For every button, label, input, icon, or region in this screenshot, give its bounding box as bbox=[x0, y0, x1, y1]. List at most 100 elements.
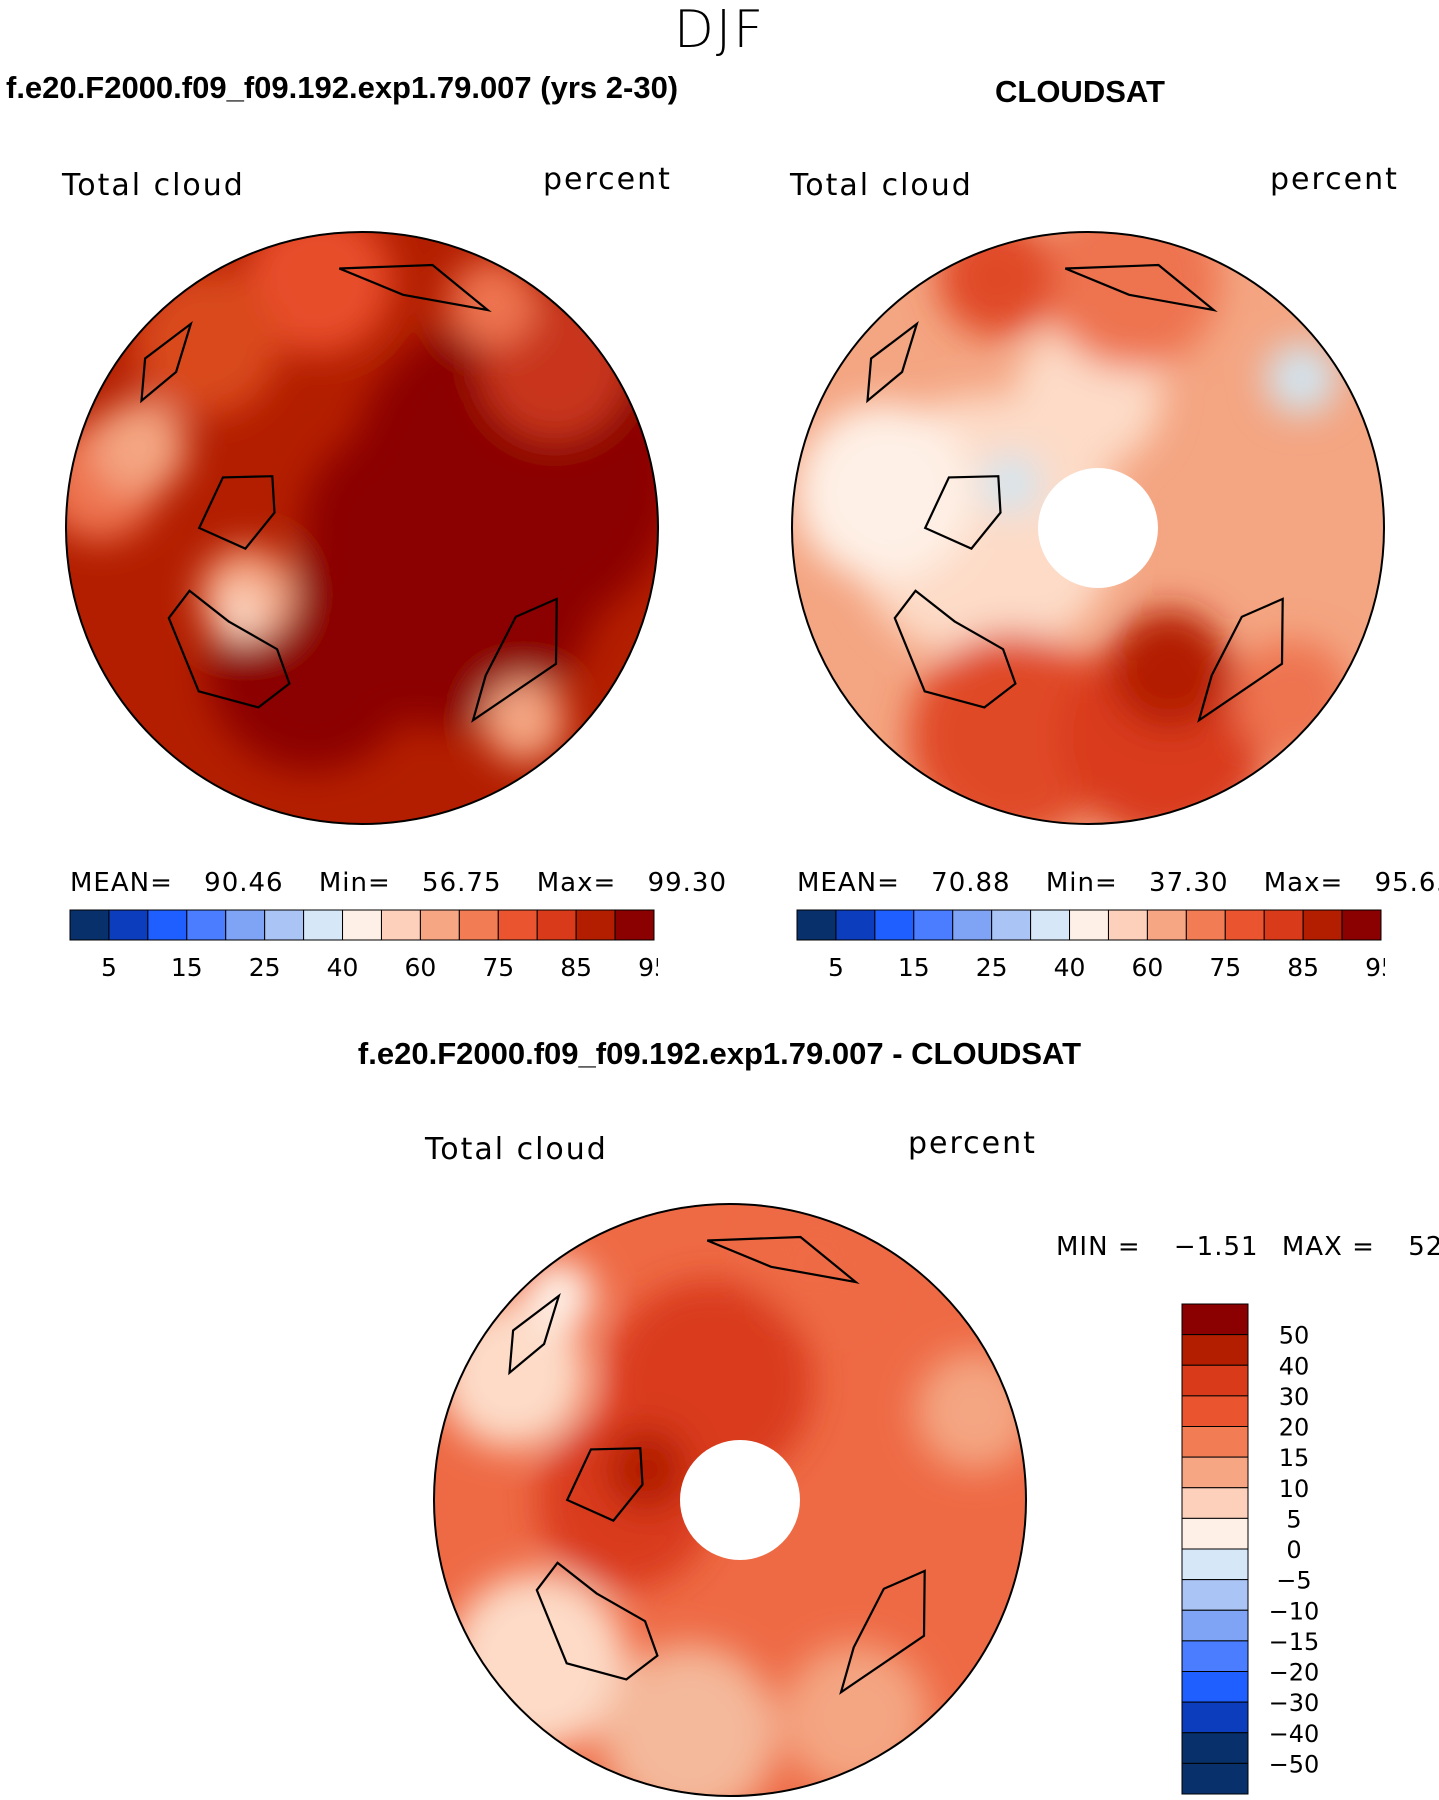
colorbar-tick-label: 5 bbox=[828, 953, 844, 982]
colorbar-tick-label: 40 bbox=[327, 953, 359, 982]
colorbar-box bbox=[991, 909, 1032, 941]
coastline bbox=[535, 1561, 659, 1681]
map-field-region bbox=[1232, 640, 1352, 759]
panel2-max-value: 95.65 bbox=[1374, 868, 1439, 898]
colorbar-tick-label: 50 bbox=[1279, 1322, 1310, 1350]
colorbar-tick-label: 15 bbox=[898, 953, 930, 982]
coastline bbox=[923, 475, 1002, 550]
map-field-region bbox=[92, 399, 187, 495]
panel2-units: percent bbox=[1270, 162, 1399, 197]
colorbar-tick-label: 15 bbox=[1279, 1444, 1310, 1472]
colorbar-box bbox=[458, 909, 499, 941]
colorbar-box bbox=[1030, 909, 1071, 941]
coastline bbox=[706, 1235, 860, 1284]
panel1-max-label: Max= bbox=[536, 868, 617, 898]
colorbar-box bbox=[835, 909, 876, 941]
colorbar-box bbox=[1107, 909, 1148, 941]
panel1-stats: MEAN= 90.46 Min= 56.75 Max= 99.30 bbox=[70, 868, 727, 898]
colorbar-box bbox=[1181, 1456, 1249, 1489]
coastline bbox=[1197, 597, 1284, 723]
colorbar-box bbox=[575, 909, 616, 941]
colorbar-box bbox=[1181, 1701, 1249, 1734]
colorbar-tick-label: 15 bbox=[171, 953, 203, 982]
colorbar-box bbox=[225, 909, 266, 941]
panel2-mean-value: 70.88 bbox=[931, 868, 1011, 898]
panel2-max-label: Max= bbox=[1263, 868, 1344, 898]
map-border bbox=[433, 1203, 1027, 1797]
map-border bbox=[791, 231, 1385, 825]
panel1-min-value: 56.75 bbox=[422, 868, 502, 898]
coastline bbox=[508, 1292, 561, 1376]
colorbar-tick-label: 60 bbox=[404, 953, 436, 982]
colorbar-box bbox=[1181, 1671, 1249, 1703]
panel1-polar-map bbox=[65, 231, 659, 825]
colorbar-box bbox=[874, 909, 915, 941]
coastline bbox=[471, 597, 558, 723]
panel1-max-value: 99.30 bbox=[647, 868, 727, 898]
colorbar-tick-label: −15 bbox=[1269, 1628, 1320, 1656]
colorbar-box bbox=[1185, 909, 1226, 941]
diff-max-label: MAX = bbox=[1281, 1232, 1375, 1262]
colorbar-box bbox=[1224, 909, 1265, 941]
colorbar-box bbox=[69, 909, 110, 941]
coastline bbox=[1064, 263, 1218, 312]
diff-min-value: −1.51 bbox=[1173, 1232, 1259, 1262]
colorbar-tick-label: −5 bbox=[1276, 1567, 1311, 1595]
diff-min-label: MIN = bbox=[1056, 1232, 1141, 1262]
colorbar-box bbox=[1341, 909, 1382, 941]
diff-stats: MIN = −1.51 MAX = 52.61 bbox=[1056, 1232, 1439, 1262]
colorbar-box bbox=[536, 909, 577, 941]
map-field-region bbox=[781, 1643, 930, 1792]
colorbar-tick-label: −10 bbox=[1269, 1597, 1320, 1625]
colorbar-box bbox=[1181, 1303, 1249, 1336]
panel1-mean-label: MEAN= bbox=[70, 868, 173, 898]
colorbar-box bbox=[264, 909, 305, 941]
colorbar-tick-label: 40 bbox=[1279, 1352, 1310, 1380]
colorbar-tick-label: 10 bbox=[1279, 1475, 1310, 1503]
colorbar-box bbox=[913, 909, 954, 941]
colorbar-box bbox=[380, 909, 421, 941]
coastline bbox=[338, 263, 492, 312]
diff-units: percent bbox=[908, 1126, 1037, 1161]
polar-data-gap bbox=[680, 1440, 800, 1560]
colorbar-tick-label: 85 bbox=[1287, 953, 1319, 982]
colorbar-box bbox=[796, 909, 837, 941]
colorbar-box bbox=[1181, 1732, 1249, 1764]
coastline bbox=[893, 589, 1017, 709]
colorbar-box bbox=[1181, 1426, 1249, 1458]
panel1-min-label: Min= bbox=[318, 868, 391, 898]
panel2-min-label: Min= bbox=[1045, 868, 1118, 898]
colorbar-box bbox=[1069, 909, 1109, 941]
panel2-mean-label: MEAN= bbox=[797, 868, 900, 898]
polar-data-gap bbox=[1038, 468, 1158, 588]
panel2-colorbar: 5 15 25 40 60 75 85 95 bbox=[796, 909, 1385, 982]
colorbar-box bbox=[1181, 1364, 1249, 1397]
map-field-region bbox=[605, 1428, 688, 1512]
colorbar-box bbox=[1181, 1487, 1249, 1519]
colorbar-box bbox=[1181, 1395, 1249, 1427]
colorbar-tick-label: 25 bbox=[976, 953, 1008, 982]
panel1-units: percent bbox=[543, 162, 672, 197]
colorbar-box bbox=[342, 909, 382, 941]
colorbar-box bbox=[1146, 909, 1187, 941]
colorbar-box bbox=[1181, 1762, 1249, 1795]
coastline bbox=[866, 320, 919, 404]
coastline bbox=[167, 589, 291, 709]
colorbar-box bbox=[108, 909, 149, 941]
map-field-region bbox=[131, 268, 280, 417]
map-border bbox=[65, 231, 659, 825]
panel1-mean-value: 90.46 bbox=[204, 868, 284, 898]
map-field-region bbox=[482, 679, 566, 763]
colorbar-tick-label: 95 bbox=[638, 953, 658, 982]
colorbar-tick-label: 5 bbox=[1286, 1505, 1301, 1533]
colorbar-box bbox=[303, 909, 344, 941]
colorbar-box bbox=[1181, 1579, 1249, 1611]
colorbar-tick-label: 85 bbox=[560, 953, 592, 982]
diff-max-value: 52.61 bbox=[1408, 1232, 1439, 1262]
colorbar-tick-label: 5 bbox=[101, 953, 117, 982]
map-field-region bbox=[908, 633, 1116, 824]
colorbar-tick-label: 75 bbox=[482, 953, 514, 982]
colorbar-box bbox=[1181, 1334, 1249, 1366]
colorbar-tick-label: 0 bbox=[1286, 1536, 1301, 1564]
